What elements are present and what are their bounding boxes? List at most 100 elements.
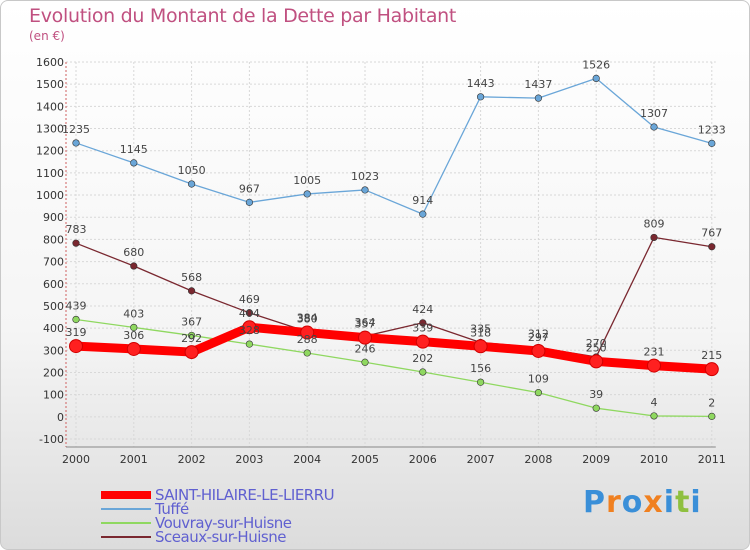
data-point — [184, 345, 199, 360]
data-point — [708, 139, 716, 147]
data-point — [72, 315, 80, 324]
data-label: 1443 — [467, 77, 495, 90]
legend-label: SAINT-HILAIRE-LE-LIERRU — [155, 486, 335, 504]
y-tick-label: 200 — [43, 366, 64, 379]
data-point — [647, 358, 661, 373]
data-point — [188, 180, 196, 188]
data-point — [473, 339, 488, 354]
data-point — [415, 334, 430, 349]
data-label: 1050 — [178, 164, 206, 177]
y-tick-label: 1600 — [36, 56, 64, 69]
legend-swatch — [101, 536, 151, 538]
series-line-2 — [75, 318, 712, 418]
x-tick-label: 2011 — [698, 453, 726, 466]
y-tick-label: 1100 — [36, 167, 64, 180]
series-line-0 — [75, 322, 713, 374]
data-point — [188, 331, 196, 340]
data-label: 403 — [123, 307, 144, 320]
data-point — [704, 362, 719, 377]
data-point — [477, 93, 485, 101]
data-label: 380 — [297, 313, 318, 326]
data-label: 109 — [528, 373, 549, 386]
data-label: 156 — [470, 362, 491, 375]
data-point — [534, 389, 543, 397]
data-label: 424 — [412, 303, 433, 316]
series-line-1 — [75, 77, 712, 215]
data-point — [589, 354, 604, 369]
data-point — [130, 323, 138, 332]
data-label: 202 — [412, 352, 433, 365]
data-point — [72, 139, 80, 147]
legend-label: Tuffé — [155, 500, 189, 518]
chart-title: Evolution du Montant de la Dette par Hab… — [29, 5, 457, 27]
legend-item-series-0: SAINT-HILAIRE-LE-LIERRU — [101, 486, 335, 504]
data-point — [650, 123, 658, 131]
y-tick-label: 100 — [43, 389, 64, 402]
y-tick-label: 900 — [43, 211, 64, 224]
x-tick-label: 2000 — [62, 453, 90, 466]
data-point — [419, 210, 427, 218]
data-point — [534, 94, 543, 102]
data-point — [592, 74, 600, 83]
x-tick-label: 2002 — [178, 453, 206, 466]
data-label: 680 — [123, 246, 144, 259]
data-label: 914 — [412, 194, 433, 207]
data-label: 1145 — [120, 143, 148, 156]
legend-label: Vouvray-sur-Huisne — [155, 514, 292, 532]
data-label: 318 — [470, 326, 491, 339]
data-label: 568 — [181, 271, 202, 284]
data-point — [531, 343, 546, 358]
data-label: 364 — [355, 316, 376, 329]
data-label: 1437 — [524, 78, 552, 91]
data-point — [303, 190, 311, 198]
data-label: 767 — [701, 227, 722, 240]
data-point — [130, 159, 138, 167]
y-tick-label: 600 — [43, 278, 64, 291]
data-label: 250 — [586, 341, 607, 354]
data-label: 1005 — [293, 174, 321, 187]
data-label: 809 — [644, 217, 665, 230]
data-label: 357 — [355, 318, 376, 331]
y-tick-label: 400 — [43, 322, 64, 335]
series-line-3 — [75, 236, 712, 358]
x-tick-label: 2003 — [235, 453, 263, 466]
x-tick-label: 2008 — [524, 453, 552, 466]
data-point — [245, 309, 253, 317]
data-label: 288 — [297, 333, 318, 346]
x-tick-label: 2009 — [582, 453, 610, 466]
data-point — [419, 368, 427, 376]
data-label: 215 — [701, 349, 722, 362]
data-label: 306 — [123, 329, 144, 342]
data-label: 339 — [412, 322, 433, 335]
y-tick-label: 1300 — [36, 123, 64, 136]
data-label: 319 — [66, 326, 87, 339]
data-point — [361, 186, 369, 194]
x-tick-label: 2005 — [351, 453, 379, 466]
data-point — [592, 404, 600, 412]
data-point — [188, 287, 196, 295]
x-tick-label: 2006 — [409, 453, 437, 466]
x-tick-label: 2007 — [467, 453, 495, 466]
data-label: 4 — [651, 396, 658, 409]
data-label: 384 — [297, 312, 318, 325]
data-point — [358, 330, 372, 345]
y-axis-unit: (en €) — [29, 29, 65, 43]
y-tick-label: 700 — [43, 256, 64, 269]
data-label: 328 — [239, 324, 260, 337]
legend-item-series-2: Vouvray-sur-Huisne — [101, 514, 292, 532]
data-point — [650, 233, 658, 242]
data-label: 39 — [589, 388, 603, 401]
data-point — [242, 320, 257, 335]
data-label: 404 — [239, 307, 260, 320]
data-label: 335 — [470, 323, 491, 336]
data-point — [303, 349, 311, 357]
data-point — [245, 340, 253, 348]
legend-item-series-3: Sceaux-sur-Huisne — [101, 528, 286, 546]
data-point — [477, 378, 485, 386]
x-tick-label: 2004 — [293, 453, 321, 466]
data-point — [650, 412, 658, 420]
brand-logo: Proxiti — [583, 485, 702, 520]
data-label: 1233 — [698, 123, 726, 136]
y-tick-label: 500 — [43, 300, 64, 313]
